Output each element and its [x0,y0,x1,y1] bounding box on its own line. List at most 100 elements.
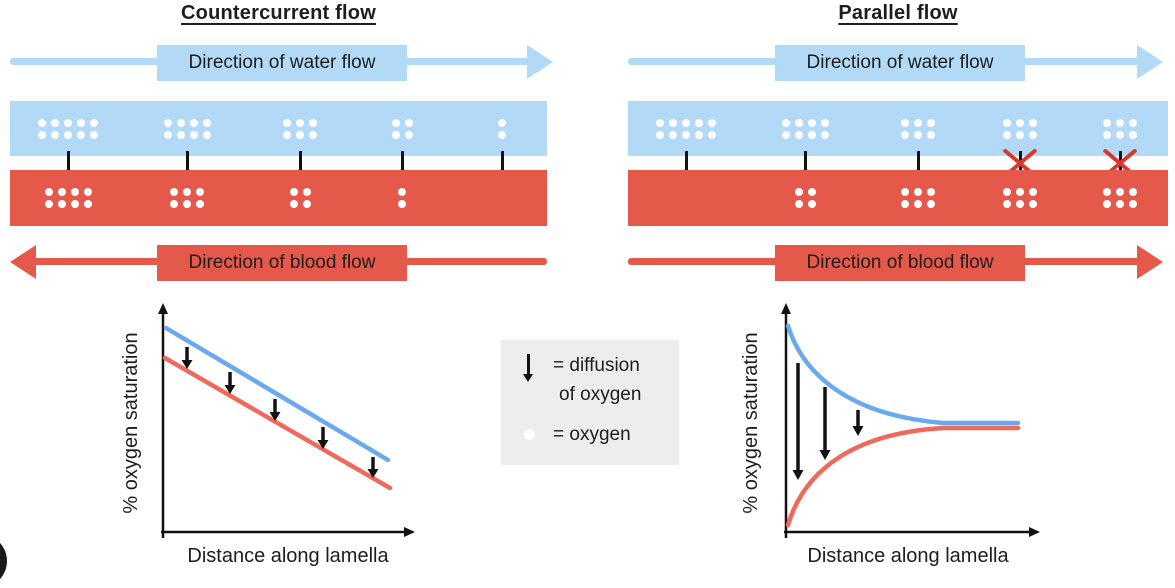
oxygen-dot [183,188,191,196]
oxygen-dot [296,119,304,127]
water-band [10,101,547,156]
oxygen-dot-icon [524,429,535,440]
oxygen-dot [404,131,413,139]
down-arrow-icon [523,354,533,382]
oxygen-dot-group [901,119,935,139]
oxygen-dot [794,188,803,196]
oxygen-dot [781,119,790,127]
oxygen-dot [781,131,790,139]
oxygen-dot [656,131,664,139]
y-axis-arrowhead-icon [781,303,791,314]
oxygen-dot [695,119,703,127]
oxygen-dot [1003,119,1011,127]
oxygen-dot [708,131,716,139]
oxygen-dot [807,188,816,196]
water-flow-label: Direction of water flow [775,45,1025,81]
oxygen-dot [296,131,304,139]
oxygen-dot [695,131,703,139]
oxygen-dot [189,119,198,127]
oxygen-dot [927,131,935,139]
oxygen-dot [1016,200,1024,208]
oxygen-dot [807,200,816,208]
oxygen-dot [189,131,198,139]
oxygen-dot-group [391,119,413,139]
blood-flow-label: Direction of blood flow [775,245,1025,281]
diffusion-arrow-icon [396,151,408,180]
oxygen-dot-group [1003,188,1037,208]
oxygen-dot [176,119,185,127]
oxygen-dot [1103,200,1111,208]
oxygen-dot [163,131,172,139]
oxygen-dot [1029,119,1037,127]
oxygen-dot [901,131,909,139]
oxygen-dot [44,188,53,196]
oxygen-dot [64,119,72,127]
water-saturation-line [163,325,391,463]
oxygen-dot [1029,200,1037,208]
oxygen-dot [1129,131,1137,139]
x-axis-label: Distance along lamella [187,545,389,567]
oxygen-dot [1103,131,1111,139]
oxygen-dot [90,131,98,139]
blood-band [10,170,547,226]
diffusion-arrow-icon [62,151,74,180]
oxygen-dot-group [44,188,92,208]
oxygen-dot [1003,131,1011,139]
oxygen-dot-group [38,119,98,139]
oxygen-dot [170,188,178,196]
countercurrent-graph: % oxygen saturation Distance along lamel… [120,303,415,567]
oxygen-dot [1103,188,1111,196]
oxygen-dot [498,119,506,127]
oxygen-dot [44,200,53,208]
panel-parallel: Parallel flow Direction of water flow Di… [628,0,1168,300]
oxygen-dot-group [1103,119,1137,139]
diffusion-arrows [181,347,379,478]
oxygen-dot [1116,131,1124,139]
oxygen-dot [70,200,79,208]
oxygen-dot-group [398,188,406,208]
oxygen-dot [1003,200,1011,208]
legend-diffusion-label-line2: of oxygen [559,384,642,405]
oxygen-dot [1116,119,1124,127]
oxygen-dot [289,200,298,208]
oxygen-dot [309,131,317,139]
y-axis-arrowhead-icon [158,303,168,314]
water-flow-arrowhead-right-icon [1137,45,1163,79]
diffusion-arrow-icon [799,151,811,180]
blood-saturation-line [162,355,393,491]
oxygen-dot [1116,200,1124,208]
oxygen-dot [391,131,400,139]
parallel-title: Parallel flow [838,2,958,24]
oxygen-dot [914,131,922,139]
oxygen-dot [927,200,935,208]
blood-flow-label: Direction of blood flow [157,245,407,281]
oxygen-dot [807,119,816,127]
oxygen-dot [57,188,66,196]
oxygen-dot [202,131,211,139]
water-flow-arrowhead-right-icon [527,45,553,79]
blood-saturation-curve [785,425,1021,528]
x-axis-label: Distance along lamella [807,545,1009,567]
oxygen-dot [90,119,98,127]
oxygen-dot [57,200,66,208]
oxygen-dot [77,119,85,127]
corner-circle-decoration [0,534,7,588]
oxygen-dot [1029,131,1037,139]
oxygen-dot [1129,119,1137,127]
diffusion-arrow-icon [294,151,306,180]
oxygen-dot [170,200,178,208]
oxygen-dot [794,131,803,139]
oxygen-dot [38,119,46,127]
oxygen-dot [669,119,677,127]
water-band [628,101,1168,156]
water-saturation-curve [785,323,1021,426]
oxygen-dot [391,119,400,127]
oxygen-dot [398,200,406,208]
legend: = diffusion of oxygen = oxygen [501,340,679,465]
oxygen-dot [498,131,506,139]
oxygen-dot-group [498,119,506,139]
oxygen-dot [807,131,816,139]
oxygen-dot-group [1103,188,1137,208]
oxygen-dot [77,131,85,139]
